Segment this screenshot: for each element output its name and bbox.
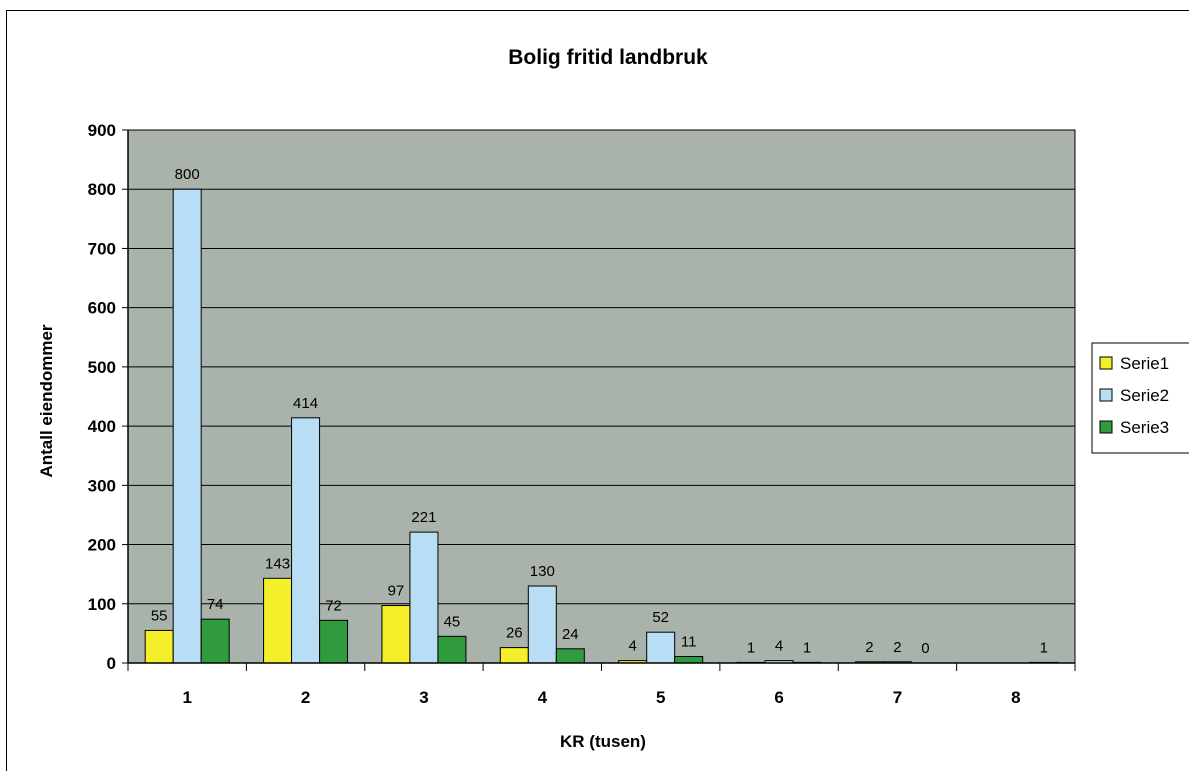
bar-serie1-4 — [499, 647, 529, 664]
data-label: 72 — [325, 597, 342, 614]
x-tick-label: 2 — [301, 688, 310, 707]
data-label: 0 — [921, 640, 929, 657]
y-tick-label: 900 — [88, 121, 116, 140]
legend-label-serie2: Serie2 — [1120, 386, 1169, 405]
data-label: 1 — [1040, 639, 1048, 656]
chart-title: Bolig fritid landbruk — [508, 46, 708, 69]
x-tick-labels: 1 2 3 4 5 6 7 8 — [182, 688, 1020, 707]
x-tick-label: 5 — [656, 688, 665, 707]
y-tick-label: 0 — [107, 654, 116, 673]
y-tick-label: 800 — [88, 180, 116, 199]
data-label: 74 — [207, 596, 224, 613]
data-label: 130 — [530, 563, 555, 580]
x-axis-title: KR (tusen) — [560, 732, 646, 751]
bar-serie3-1 — [200, 618, 230, 664]
y-tick-label: 400 — [88, 417, 116, 436]
bar-serie3-5 — [674, 655, 704, 664]
x-tick-label: 1 — [182, 688, 191, 707]
plot-area — [127, 129, 1076, 664]
bar-serie2-3 — [409, 531, 439, 664]
data-label: 221 — [411, 509, 436, 526]
x-tick-label: 6 — [774, 688, 783, 707]
data-label: 4 — [629, 638, 637, 655]
axes — [122, 129, 1076, 671]
y-tick-label: 100 — [88, 595, 116, 614]
gridlines — [128, 129, 1075, 605]
legend-swatch-serie1 — [1099, 356, 1113, 370]
data-label: 1 — [747, 639, 755, 656]
y-tick-label: 700 — [88, 239, 116, 258]
data-label: 97 — [388, 583, 405, 600]
data-label: 414 — [293, 395, 318, 412]
legend: Serie1 Serie2 Serie3 — [1091, 342, 1189, 454]
y-tick-label: 200 — [88, 536, 116, 555]
bar-serie3-4 — [555, 648, 585, 664]
x-tick-label: 4 — [538, 688, 548, 707]
y-axis-title: Antall eiendommer — [37, 324, 56, 477]
x-tick-label: 3 — [419, 688, 428, 707]
data-label: 800 — [175, 166, 200, 183]
data-label: 52 — [652, 609, 669, 626]
data-label: 55 — [151, 607, 168, 624]
bar-serie2-1 — [172, 188, 202, 664]
data-label: 143 — [265, 555, 290, 572]
x-tick-label: 7 — [893, 688, 902, 707]
data-label: 2 — [865, 639, 873, 656]
bar-serie1-3 — [381, 605, 411, 664]
bars — [144, 188, 1059, 664]
y-tick-label: 600 — [88, 299, 116, 318]
bar-serie2-2 — [291, 417, 321, 664]
bar-serie1-2 — [263, 577, 293, 664]
legend-swatch-serie3 — [1099, 420, 1113, 434]
data-label: 1 — [803, 639, 811, 656]
y-tick-label: 500 — [88, 358, 116, 377]
data-label: 45 — [444, 613, 461, 630]
bar-serie2-4 — [527, 585, 557, 664]
data-label: 4 — [775, 638, 783, 655]
bar-serie3-2 — [319, 619, 349, 664]
y-tick-labels: 0 100 200 300 400 500 600 700 800 900 — [88, 121, 116, 673]
x-tick-label: 8 — [1011, 688, 1020, 707]
legend-label-serie1: Serie1 — [1120, 354, 1169, 373]
legend-swatch-serie2 — [1099, 388, 1113, 402]
data-label: 2 — [893, 639, 901, 656]
bar-serie3-3 — [437, 635, 467, 664]
data-label: 11 — [681, 633, 697, 650]
data-label: 26 — [506, 625, 523, 642]
y-tick-label: 300 — [88, 476, 116, 495]
data-label: 24 — [562, 626, 579, 643]
bar-serie2-5 — [646, 631, 676, 664]
bar-serie1-1 — [144, 629, 174, 664]
legend-label-serie3: Serie3 — [1120, 418, 1169, 437]
